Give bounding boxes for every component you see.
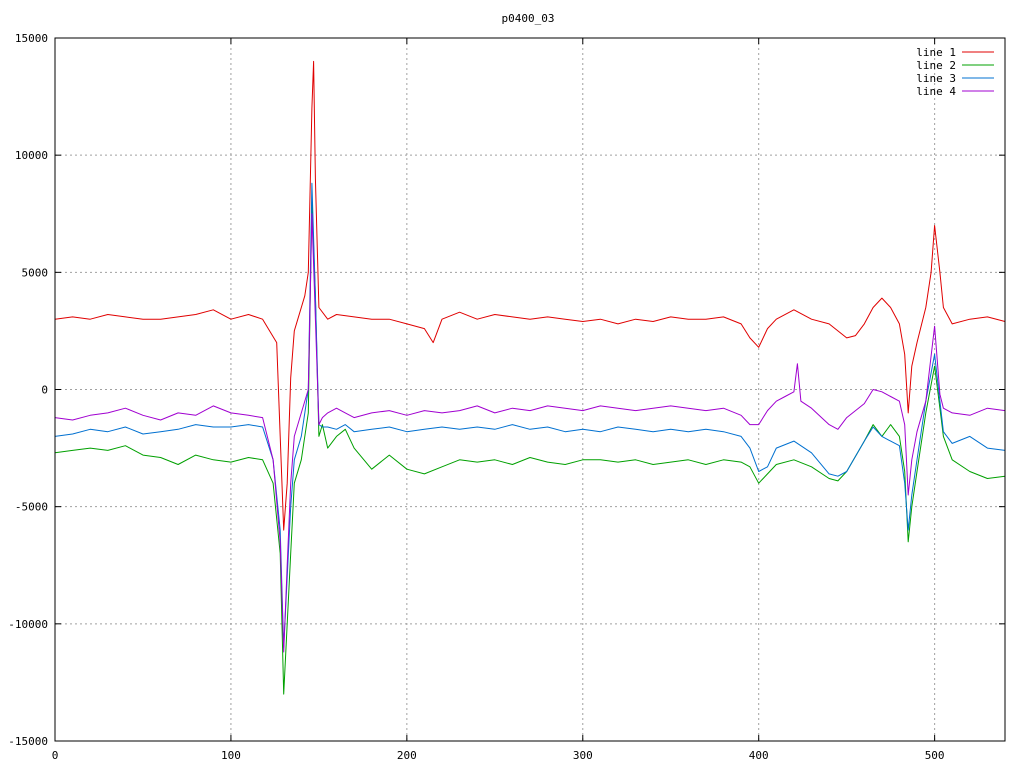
x-tick-label: 500	[925, 749, 945, 762]
series-line-2	[54, 201, 1006, 695]
x-tick-label: 100	[221, 749, 241, 762]
x-tick-label: 200	[397, 749, 417, 762]
y-tick-label: 5000	[22, 266, 49, 279]
x-tick-label: 300	[573, 749, 593, 762]
legend-label: line 4	[916, 85, 956, 98]
x-tick-label: 0	[52, 749, 59, 762]
y-tick-label: 15000	[15, 32, 48, 45]
series-line-1	[54, 60, 1006, 531]
chart-title: p0400_03	[502, 12, 555, 25]
legend-label: line 2	[916, 59, 956, 72]
plot-frame	[54, 37, 1006, 742]
y-tick-label: -10000	[8, 618, 48, 631]
legend-label: line 1	[916, 46, 956, 59]
series-lines	[54, 60, 1006, 695]
y-tick-label: -5000	[15, 501, 48, 514]
series-line-4	[54, 213, 1006, 653]
y-tick-label: -15000	[8, 735, 48, 748]
x-tick-label: 400	[749, 749, 769, 762]
grid	[55, 38, 1005, 741]
axis-ticks: -15000 -10000 -5000 0 5000 10000 15000 0 100 200 3…	[8, 32, 1005, 762]
y-tick-label: 0	[41, 384, 48, 397]
y-tick-label: 10000	[15, 149, 48, 162]
series-line-3	[54, 182, 1006, 648]
legend-label: line 3	[916, 72, 956, 85]
